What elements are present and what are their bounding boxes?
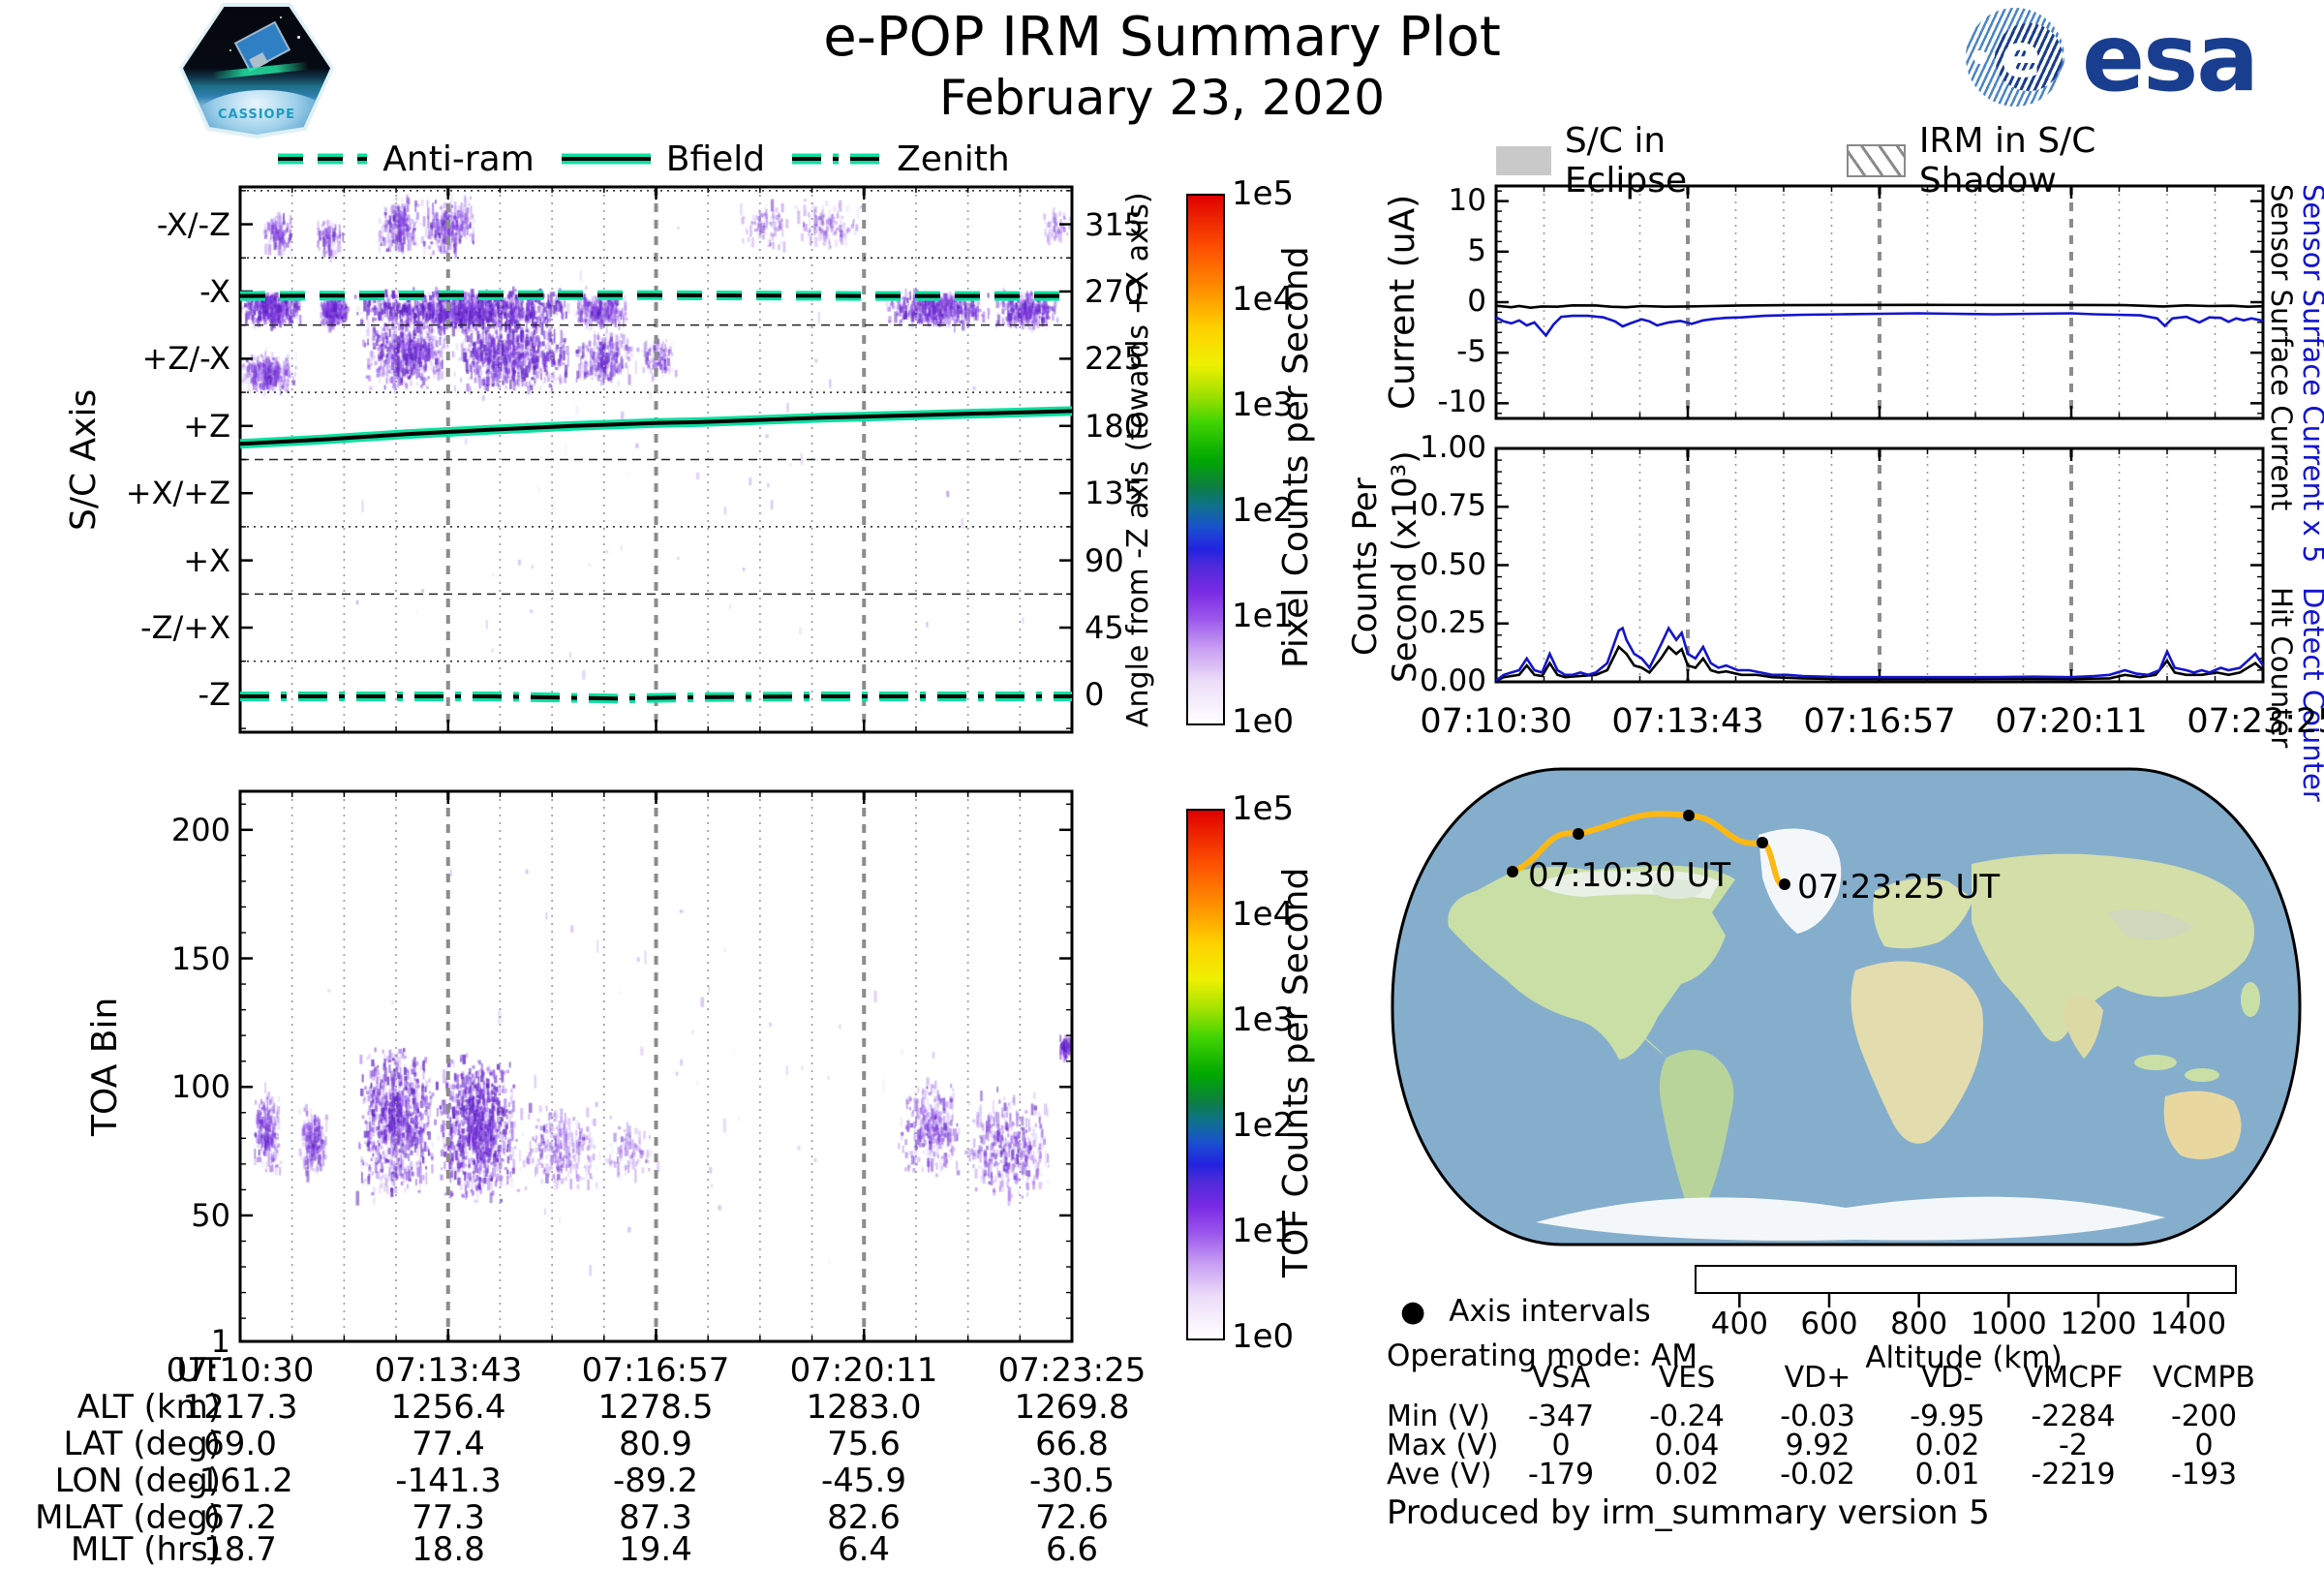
track-point (1757, 837, 1768, 848)
world-map-svg (1391, 767, 2302, 1246)
tof-colorbar-label: TOF Counts per Second (1276, 867, 1316, 1278)
produced-by: Produced by irm_summary version 5 (1387, 1493, 1990, 1532)
current-ylabel: Current (uA) (1383, 194, 1422, 411)
track-point (1683, 810, 1695, 821)
eclipse-swatch-icon (1496, 146, 1551, 175)
esa-logo: e esa (1966, 4, 2324, 114)
world-map: 07:10:30 UT 07:23:25 UT (1391, 767, 2302, 1246)
esa-wordmark: esa (2082, 4, 2259, 112)
track-point (1573, 828, 1584, 840)
anti-ram-line-sample (276, 151, 369, 167)
shadow-label: IRM in S/C Shadow (1918, 121, 2096, 200)
bfield-line-sample (560, 151, 653, 167)
continents (1448, 828, 2260, 1241)
legend-zenith-label: Zenith (897, 138, 1010, 179)
legend-bfield-label: Bfield (665, 138, 766, 179)
pixel-colorbar (1186, 194, 1225, 725)
sc-axis-legend: Anti-ram Bfield Zenith (171, 138, 1140, 180)
axis-intervals-legend: ● Axis intervals (1400, 1294, 1651, 1329)
sc-axis-ylabel: S/C Axis (64, 388, 104, 531)
eclipse-label: S/C in Eclipse (1564, 121, 1688, 200)
orbit-track (1507, 810, 1790, 890)
sensor-surface-current-label: Sensor Surface Current (2265, 184, 2298, 511)
sensor-surface-current-x5-label: Sensor Surface Current x 5 (2297, 184, 2324, 564)
zenith-line-sample (790, 151, 883, 167)
cassiope-patch: CASSIOPE (179, 3, 334, 138)
detect-counter-label: Detect Counter (2297, 587, 2324, 802)
operating-mode: Operating mode: AM (1387, 1338, 1698, 1373)
esa-globe-icon: e (1966, 8, 2064, 107)
axis-intervals-label: Axis intervals (1449, 1294, 1651, 1329)
altitude-colorbar-label: Altitude (km) (1865, 1340, 2063, 1375)
shadow-swatch-icon (1847, 144, 1906, 177)
legend-anti-ram-label: Anti-ram (382, 138, 535, 179)
track-point (1779, 878, 1790, 890)
angle-axis-label: Angle from -Z axis (towards +X axis) (1121, 192, 1155, 727)
pixel-colorbar-label: Pixel Counts per Second (1276, 246, 1316, 669)
altitude-colorbar (1695, 1265, 2237, 1294)
patch-label: CASSIOPE (217, 108, 296, 122)
page-date: February 23, 2020 (938, 70, 1386, 126)
eclipse-legend: S/C in Eclipse IRM in S/C Shadow (1496, 121, 2263, 200)
page-title: e-POP IRM Summary Plot (823, 6, 1501, 69)
toa-ylabel: TOA Bin (85, 997, 125, 1136)
track-start-label: 07:10:30 UT (1528, 856, 1731, 895)
track-end-label: 07:23:25 UT (1797, 868, 2001, 907)
hit-counter-label: Hit Counter (2265, 587, 2298, 749)
track-point (1507, 866, 1518, 877)
counts-ylabel: Counts Per Second (x10³) (1346, 450, 1424, 683)
interval-dot-icon: ● (1400, 1294, 1426, 1329)
tof-colorbar (1186, 809, 1225, 1340)
